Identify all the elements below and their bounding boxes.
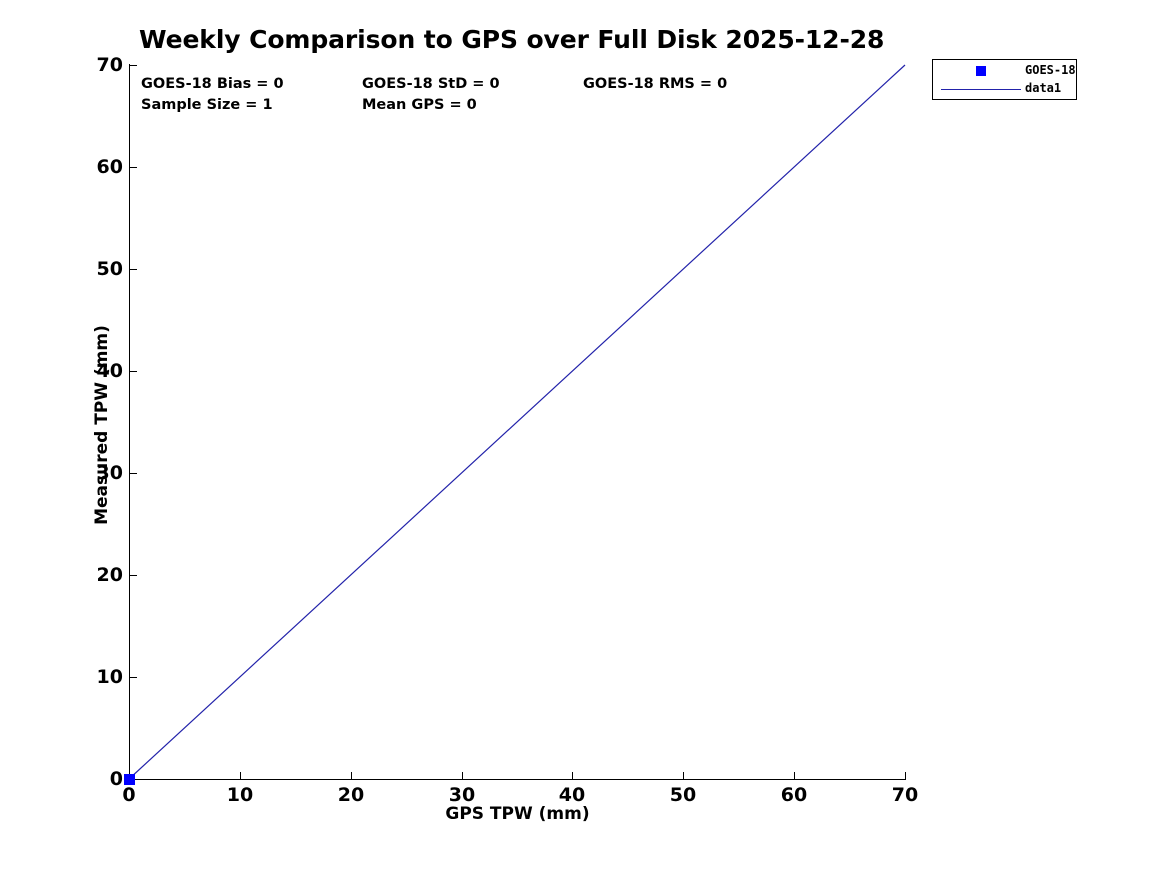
stat-goes18-std: GOES-18 StD = 0	[362, 76, 500, 92]
x-tick-10	[240, 772, 241, 779]
x-tick-30	[462, 772, 463, 779]
x-tick-label-60: 60	[780, 784, 808, 806]
y-tick-label-0: 0	[109, 768, 123, 790]
stat-mean-gps: Mean GPS = 0	[362, 97, 477, 113]
legend-entry-goes18[interactable]: GOES-18	[933, 62, 1076, 80]
y-tick-40	[130, 371, 137, 372]
y-tick-60	[130, 167, 137, 168]
y-tick-label-30: 30	[96, 462, 123, 484]
y-axis-spine	[129, 64, 130, 780]
x-tick-50	[683, 772, 684, 779]
x-tick-70	[905, 772, 906, 779]
chart-title: Weekly Comparison to GPS over Full Disk …	[139, 25, 885, 54]
y-tick-label-20: 20	[96, 564, 123, 586]
x-tick-20	[351, 772, 352, 779]
legend-label-goes18: GOES-18	[1025, 63, 1076, 77]
y-tick-label-60: 60	[96, 156, 123, 178]
reference-line-data1	[128, 64, 906, 780]
stat-goes18-bias: GOES-18 Bias = 0	[141, 76, 284, 92]
x-tick-label-50: 50	[669, 784, 697, 806]
x-tick-60	[794, 772, 795, 779]
y-tick-20	[130, 575, 137, 576]
x-tick-40	[572, 772, 573, 779]
stat-goes18-rms: GOES-18 RMS = 0	[583, 76, 728, 92]
stat-sample-size: Sample Size = 1	[141, 97, 273, 113]
x-tick-label-10: 10	[226, 784, 254, 806]
x-tick-label-70: 70	[891, 784, 919, 806]
scatter-marker-goes18	[124, 774, 135, 785]
y-tick-label-10: 10	[96, 666, 123, 688]
x-tick-label-20: 20	[337, 784, 365, 806]
chart-legend[interactable]: GOES-18 data1	[932, 59, 1077, 100]
legend-line-marker-icon	[941, 89, 1021, 90]
x-tick-label-40: 40	[558, 784, 586, 806]
y-tick-50	[130, 269, 137, 270]
legend-square-marker-icon	[976, 66, 986, 76]
y-tick-30	[130, 473, 137, 474]
legend-entry-data1[interactable]: data1	[933, 80, 1076, 98]
x-tick-label-30: 30	[448, 784, 476, 806]
y-tick-10	[130, 677, 137, 678]
y-tick-70	[130, 65, 137, 66]
y-tick-label-50: 50	[96, 258, 123, 280]
legend-label-data1: data1	[1025, 81, 1062, 95]
y-tick-label-70: 70	[96, 54, 123, 76]
x-tick-label-0: 0	[122, 784, 136, 806]
x-axis-spine	[129, 779, 906, 780]
y-tick-label-40: 40	[96, 360, 123, 382]
x-axis-label: GPS TPW (mm)	[445, 804, 590, 824]
